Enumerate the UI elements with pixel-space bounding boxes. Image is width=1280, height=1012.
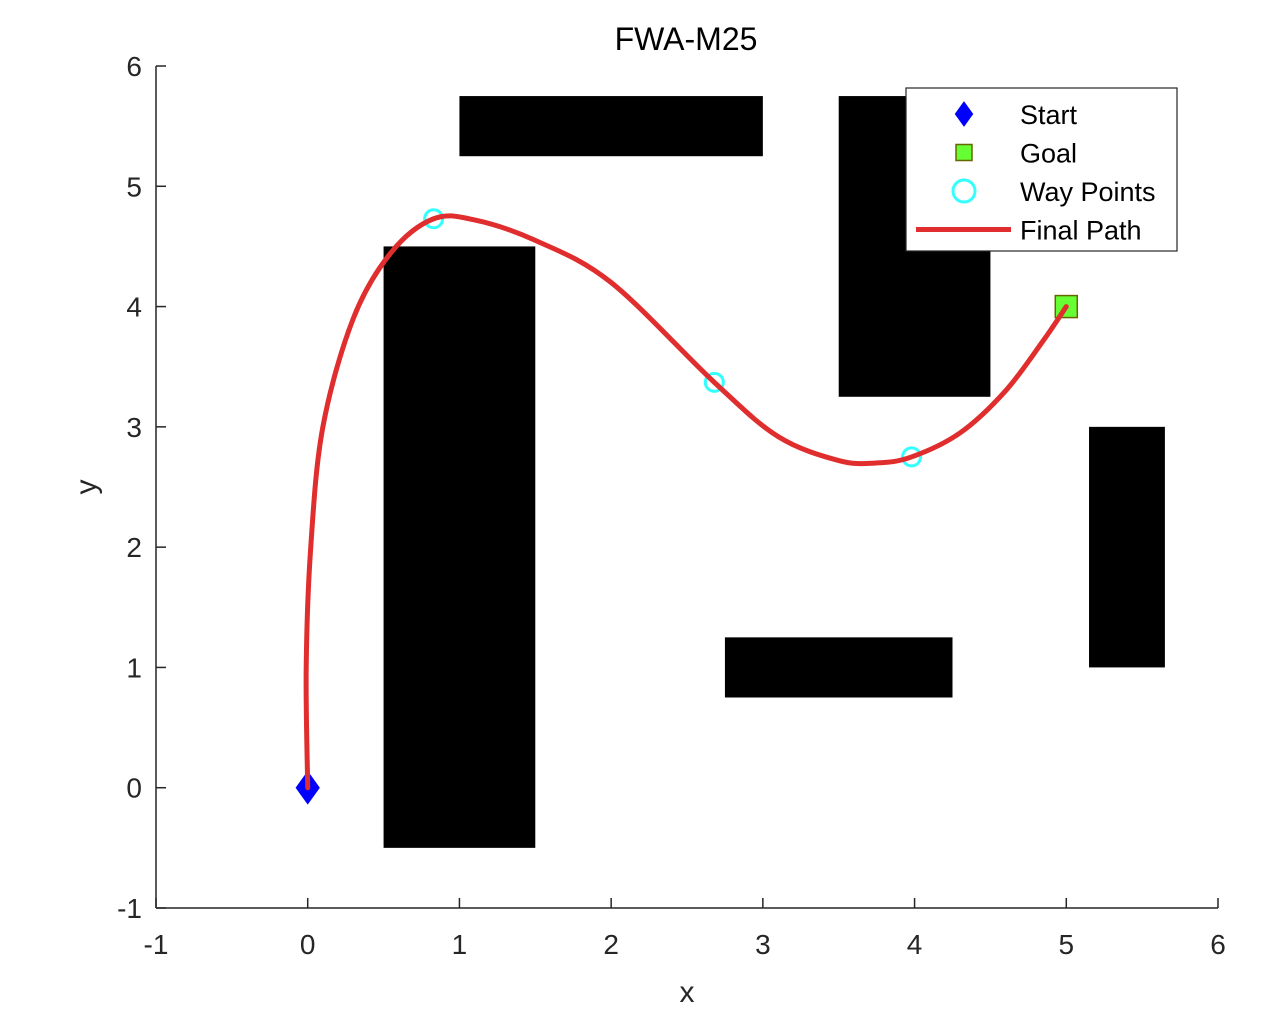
x-tick-label: 6 bbox=[1210, 929, 1226, 960]
y-tick-label: 1 bbox=[126, 652, 142, 683]
x-tick-label: 2 bbox=[603, 929, 619, 960]
y-tick-label: 5 bbox=[126, 171, 142, 202]
legend-box bbox=[905, 87, 1178, 252]
legend-way-points-swatch bbox=[951, 178, 977, 204]
y-tick-label: -1 bbox=[117, 893, 142, 924]
obstacle-1 bbox=[459, 96, 763, 157]
y-tick-label: 4 bbox=[126, 292, 142, 323]
legend-final-path-label: Final Path bbox=[1020, 216, 1142, 246]
x-tick-label: 5 bbox=[1058, 929, 1074, 960]
y-ticks: -1 0 1 2 3 4 5 6 bbox=[117, 51, 166, 924]
legend-goal-label: Goal bbox=[1020, 139, 1077, 169]
x-ticks: -1 0 1 2 3 4 5 6 bbox=[144, 898, 1226, 960]
y-tick-label: 3 bbox=[126, 412, 142, 443]
final-path-line bbox=[303, 213, 1069, 791]
obstacle-3 bbox=[383, 246, 536, 848]
x-tick-label: -1 bbox=[144, 929, 169, 960]
way-points-marker bbox=[901, 446, 923, 468]
y-tick-label: 0 bbox=[126, 773, 142, 804]
axes bbox=[155, 66, 1218, 909]
y-tick-label: 2 bbox=[126, 532, 142, 563]
legend: Start Goal Way Points Final Path bbox=[905, 87, 1178, 252]
legend-goal-swatch bbox=[955, 143, 973, 162]
legend-start-label: Start bbox=[1020, 100, 1078, 130]
chart-title: FWA-M25 bbox=[615, 21, 758, 57]
legend-way-points-label: Way Points bbox=[1020, 177, 1156, 207]
plot-area bbox=[295, 208, 1079, 805]
obstacle-5 bbox=[724, 637, 953, 698]
way-points-marker bbox=[703, 371, 725, 393]
x-tick-label: 1 bbox=[452, 929, 468, 960]
legend-items: Start Goal Way Points Final Path bbox=[916, 100, 1156, 246]
x-tick-label: 3 bbox=[755, 929, 771, 960]
x-tick-label: 4 bbox=[907, 929, 923, 960]
y-tick-label: 6 bbox=[126, 51, 142, 82]
obstacles-layer bbox=[383, 96, 1165, 848]
obstacle-4 bbox=[1089, 426, 1165, 668]
x-tick-label: 0 bbox=[300, 929, 316, 960]
x-axis-label: x bbox=[680, 976, 695, 1009]
legend-start-swatch bbox=[954, 101, 974, 127]
y-axis-label: y bbox=[70, 480, 103, 495]
